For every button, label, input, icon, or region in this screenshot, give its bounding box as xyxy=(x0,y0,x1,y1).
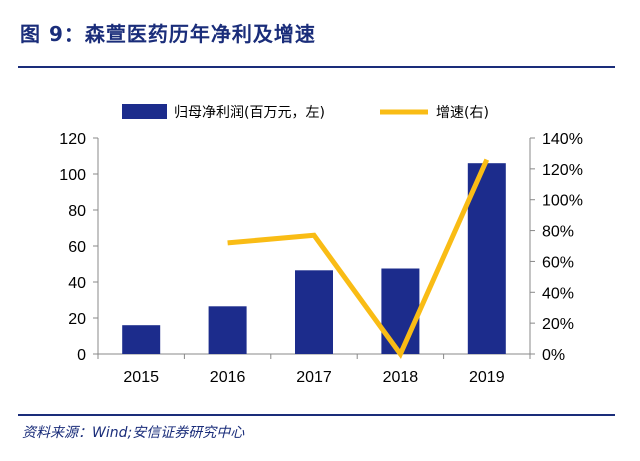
x-tick-label: 2015 xyxy=(123,369,159,386)
right-tick-label: 80% xyxy=(542,224,574,241)
right-tick-label: 40% xyxy=(542,285,574,302)
right-tick-label: 0% xyxy=(542,347,565,364)
x-tick-label: 2019 xyxy=(469,369,505,386)
x-tick-label: 2018 xyxy=(383,369,419,386)
title-divider xyxy=(18,66,615,68)
bar-net-profit xyxy=(295,270,333,354)
legend-bar-label: 归母净利润(百万元，左) xyxy=(174,104,325,121)
right-tick-label: 60% xyxy=(542,254,574,271)
left-tick-label: 20 xyxy=(68,311,86,328)
line-growth-rate xyxy=(227,158,490,359)
source-divider xyxy=(18,414,615,416)
right-tick-label: 120% xyxy=(542,162,583,179)
left-tick-label: 120 xyxy=(59,131,86,148)
right-tick-label: 140% xyxy=(542,131,583,148)
left-tick-label: 100 xyxy=(59,167,86,184)
left-tick-label: 0 xyxy=(77,347,86,364)
bar-net-profit xyxy=(467,163,506,354)
x-tick-label: 2016 xyxy=(210,369,246,386)
left-tick-label: 40 xyxy=(68,275,86,292)
left-tick-label: 80 xyxy=(68,203,86,220)
bar-net-profit xyxy=(381,268,420,354)
bar-net-profit xyxy=(208,306,247,354)
source-note: 资料来源：Wind;安信证券研究中心 xyxy=(22,425,245,441)
legend-bar-swatch xyxy=(122,104,167,119)
legend-line-label: 增速(右) xyxy=(436,105,489,121)
x-tick-label: 2017 xyxy=(296,369,332,386)
bar-net-profit xyxy=(122,325,161,354)
left-tick-label: 60 xyxy=(68,239,86,256)
right-tick-label: 100% xyxy=(542,193,583,210)
right-tick-label: 20% xyxy=(542,316,574,333)
figure-title: 图 9：森萱医药历年净利及增速 xyxy=(20,22,316,46)
